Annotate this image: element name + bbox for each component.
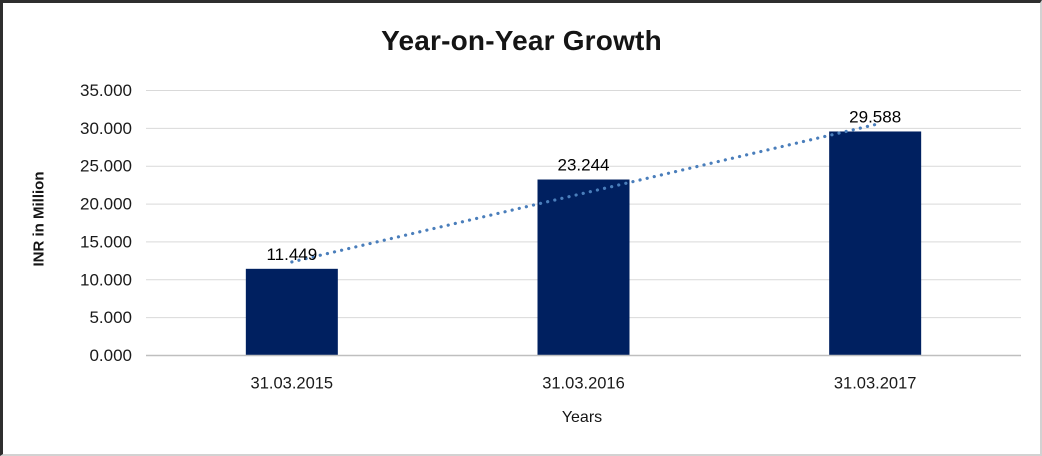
y-axis-tick-label: 30.000 [80, 119, 132, 138]
x-axis-title: Years [561, 409, 603, 426]
bar-value-label: 29.588 [849, 107, 901, 126]
x-category-label: 31.03.2015 [251, 375, 334, 393]
bar-value-label: 23.244 [558, 156, 610, 175]
y-axis-tick-label: 0.000 [89, 346, 132, 365]
y-axis-tick-label: 35.000 [80, 81, 132, 100]
y-axis-tick-label: 20.000 [80, 195, 132, 214]
bar [537, 179, 630, 356]
x-category-label: 31.03.2017 [834, 375, 917, 393]
y-axis-tick-label: 25.000 [80, 157, 132, 176]
y-axis-tick-label: 10.000 [80, 270, 132, 289]
y-axis-tick-label: 15.000 [80, 232, 132, 251]
bar [245, 268, 338, 356]
plot-area: 0.000 5.000 10.000 15.000 20.000 25.000 30.000… [80, 81, 1021, 393]
y-axis-tick-label: 5.000 [89, 308, 132, 327]
bar [829, 131, 922, 356]
x-category-label: 31.03.2016 [542, 375, 625, 393]
chart-title: Year-on-Year Growth [381, 25, 662, 56]
trendline [290, 122, 877, 264]
bar-value-label: 11.449 [266, 245, 317, 264]
